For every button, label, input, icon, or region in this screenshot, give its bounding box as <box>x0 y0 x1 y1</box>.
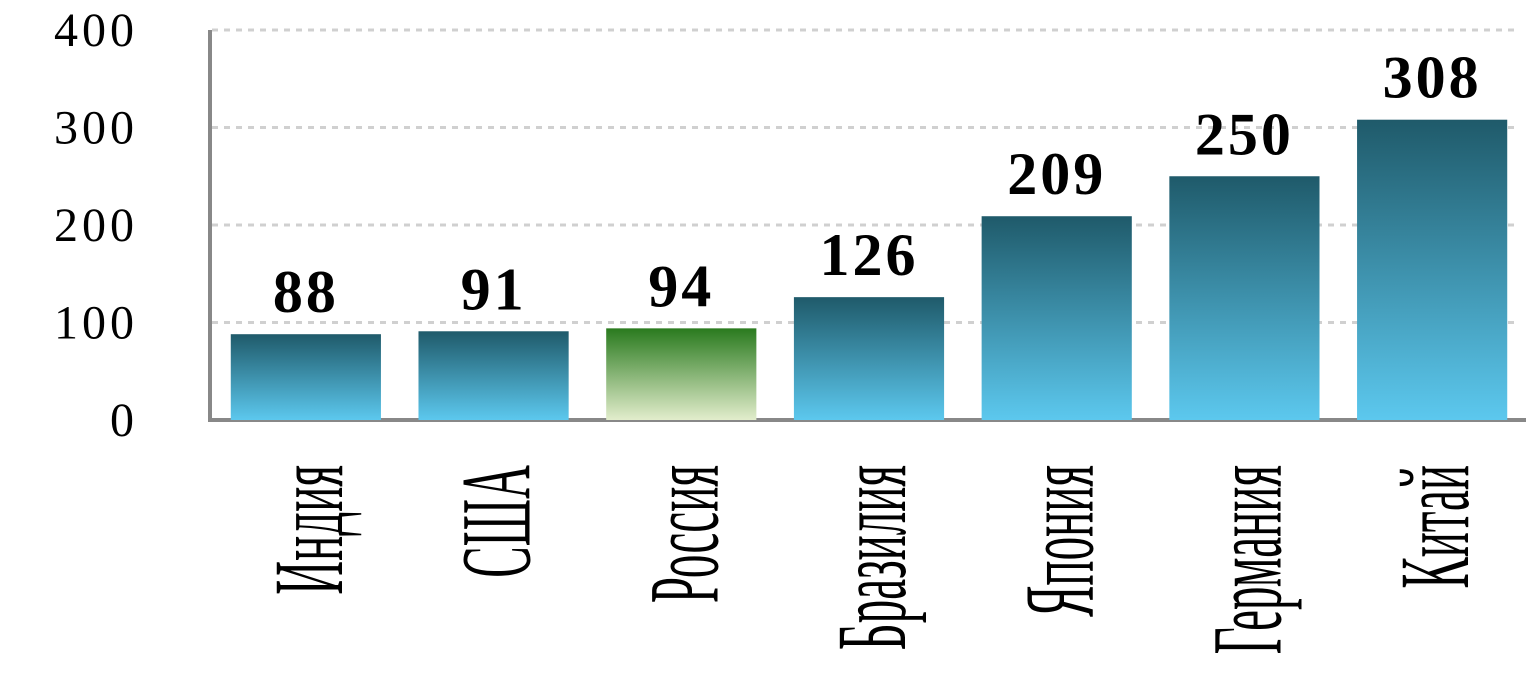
x-tick-label: Германия <box>1191 465 1302 654</box>
data-label: 94 <box>648 253 714 319</box>
bar <box>981 216 1132 420</box>
bar <box>1357 119 1508 420</box>
data-label: 209 <box>1007 141 1106 207</box>
data-label: 250 <box>1195 101 1294 167</box>
bar <box>230 334 381 420</box>
data-label: 91 <box>461 256 527 322</box>
y-tick-label: 100 <box>54 297 138 350</box>
y-tick-label: 200 <box>54 199 138 252</box>
data-label: 88 <box>273 259 339 325</box>
data-label: 308 <box>1383 45 1482 111</box>
y-tick-label: 300 <box>54 102 138 155</box>
data-label: 126 <box>820 222 919 288</box>
x-tick-label: Россия <box>628 465 739 603</box>
x-tick-label: Индия <box>252 465 363 595</box>
x-tick-label: Китай <box>1379 465 1490 589</box>
y-tick-label: 0 <box>110 394 138 447</box>
bar <box>1169 176 1320 420</box>
bar <box>606 328 757 420</box>
bar <box>793 297 945 420</box>
x-tick-label: Япония <box>1003 465 1114 617</box>
bar <box>418 331 569 420</box>
x-tick-label: Бразилия <box>815 465 926 650</box>
x-tick-label: США <box>440 465 551 578</box>
y-tick-label: 400 <box>54 4 138 57</box>
